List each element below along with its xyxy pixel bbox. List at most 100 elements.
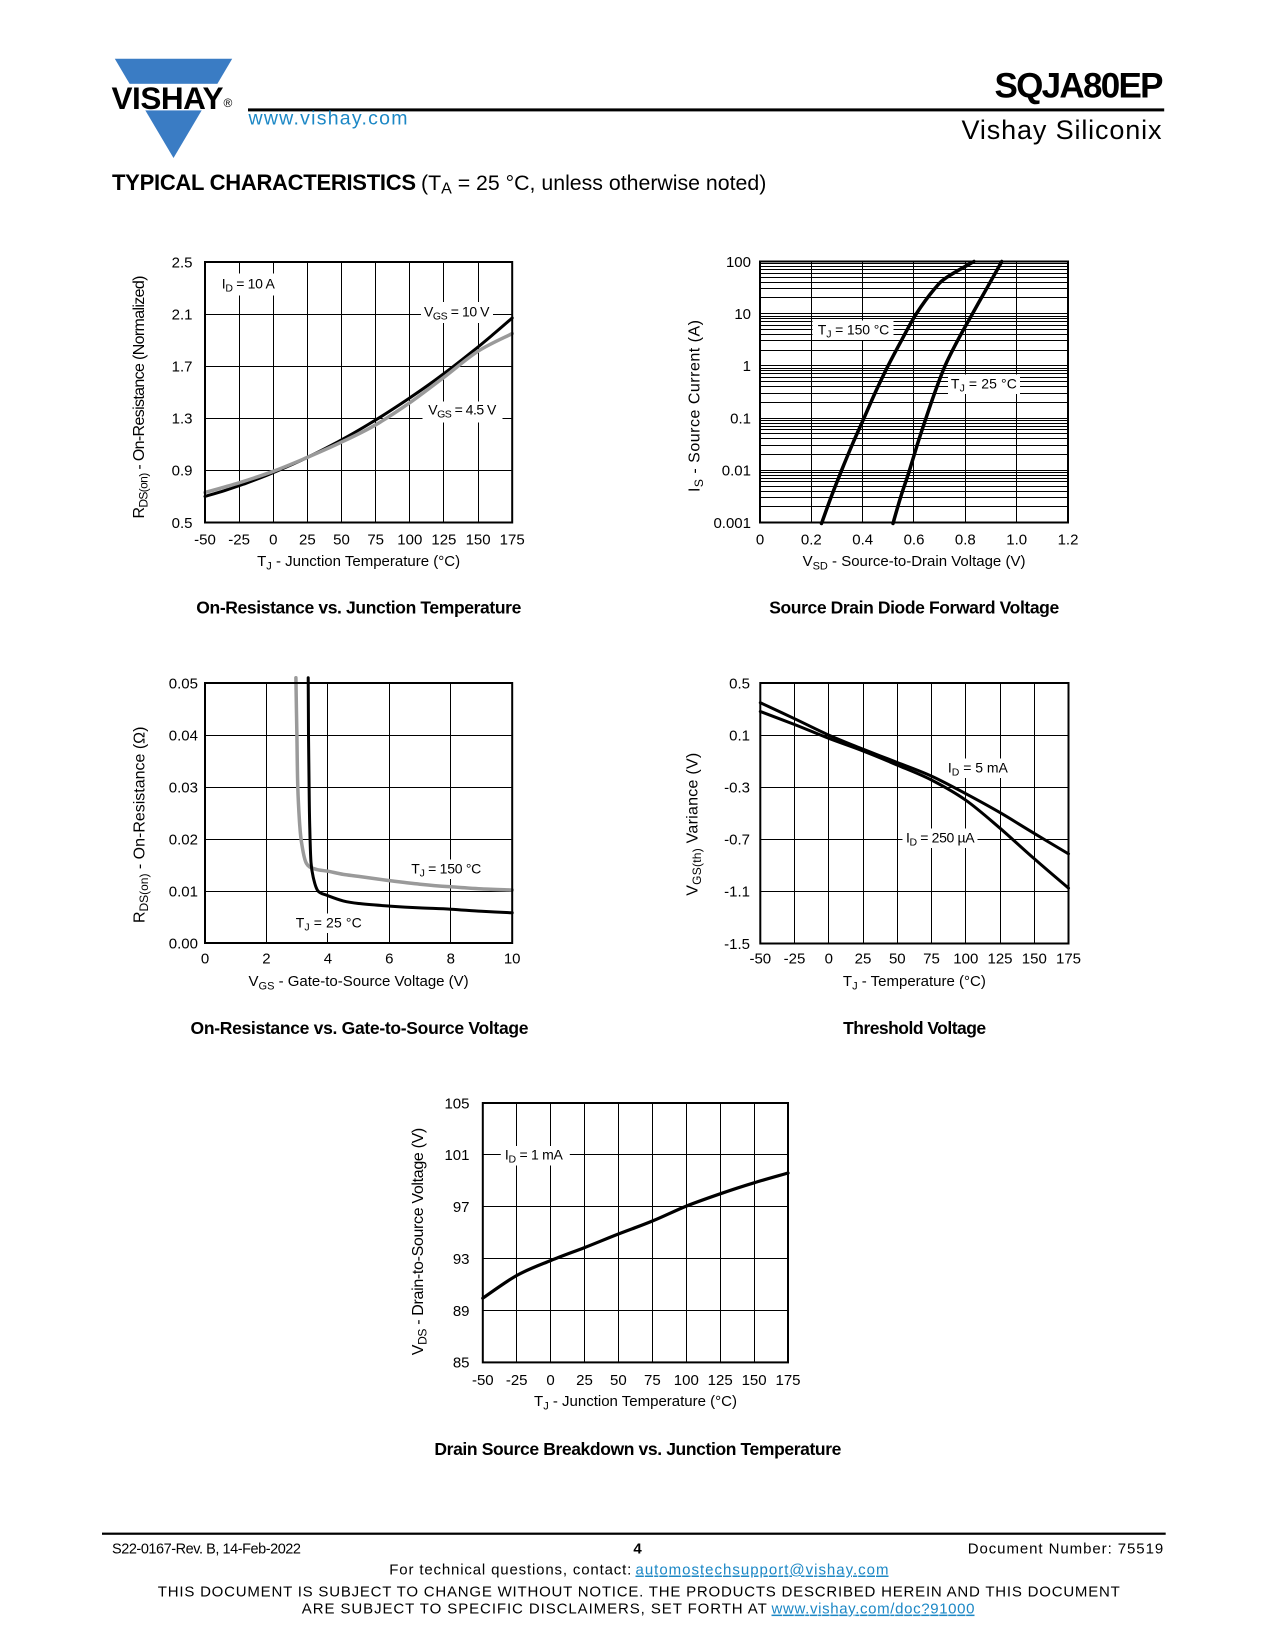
svg-text:RDS(on) - On-Resistance (Ω): RDS(on) - On-Resistance (Ω)	[132, 727, 152, 924]
svg-text:-1.1: -1.1	[724, 884, 750, 901]
svg-text:75: 75	[644, 1372, 661, 1389]
svg-text:TJ = 25 °C: TJ = 25 °C	[296, 914, 362, 933]
svg-text:TJ = 150 °C: TJ = 150 °C	[818, 321, 890, 340]
svg-text:THIS DOCUMENT IS SUBJECT TO CH: THIS DOCUMENT IS SUBJECT TO CHANGE WITHO…	[158, 1584, 1120, 1601]
svg-text:-0.3: -0.3	[724, 780, 750, 797]
svg-text:VGS - Gate-to-Source Voltage (: VGS - Gate-to-Source Voltage (V)	[249, 973, 469, 993]
svg-text:0.02: 0.02	[169, 831, 198, 848]
svg-text:0: 0	[201, 951, 209, 968]
svg-text:175: 175	[1056, 951, 1081, 968]
svg-text:VISHAY: VISHAY	[112, 80, 224, 116]
svg-text:175: 175	[775, 1372, 800, 1389]
svg-text:RDS(on) - On-Resistance (Norma: RDS(on) - On-Resistance (Normalized)	[131, 276, 151, 519]
svg-text:150: 150	[742, 1372, 767, 1389]
svg-text:TJ - Temperature (°C): TJ - Temperature (°C)	[843, 973, 986, 993]
svg-text:Source Drain Diode Forward Vol: Source Drain Diode Forward Voltage	[769, 597, 1059, 617]
svg-text:93: 93	[453, 1251, 470, 1268]
svg-text:97: 97	[453, 1199, 470, 1216]
svg-text:4: 4	[324, 951, 332, 968]
svg-text:50: 50	[333, 532, 350, 549]
svg-text:2.5: 2.5	[172, 254, 193, 271]
svg-text:S22-0167-Rev. B, 14-Feb-2022: S22-0167-Rev. B, 14-Feb-2022	[112, 1542, 301, 1558]
svg-text:0.00: 0.00	[169, 935, 198, 952]
svg-text:125: 125	[987, 951, 1012, 968]
svg-text:85: 85	[453, 1355, 470, 1372]
svg-text:150: 150	[466, 532, 491, 549]
svg-text:-25: -25	[784, 951, 806, 968]
svg-text:125: 125	[431, 532, 456, 549]
svg-text:1: 1	[743, 358, 751, 375]
svg-text:On-Resistance vs. Gate-to-Sour: On-Resistance vs. Gate-to-Source Voltage	[191, 1018, 529, 1038]
svg-text:2.1: 2.1	[172, 306, 193, 323]
svg-text:10: 10	[504, 951, 521, 968]
svg-text:125: 125	[708, 1372, 733, 1389]
svg-text:0: 0	[546, 1372, 554, 1389]
svg-text:150: 150	[1022, 951, 1047, 968]
svg-text:1.7: 1.7	[172, 359, 193, 376]
svg-text:Drain Source Breakdown vs. Jun: Drain Source Breakdown vs. Junction Temp…	[434, 1439, 841, 1459]
svg-text:-50: -50	[194, 532, 216, 549]
svg-text:ID = 1 mA: ID = 1 mA	[505, 1146, 564, 1165]
svg-text:ID = 10 A: ID = 10 A	[222, 275, 276, 294]
svg-text:0.4: 0.4	[852, 532, 873, 549]
svg-text:www.vishay.com: www.vishay.com	[248, 108, 408, 130]
svg-text:1.3: 1.3	[172, 411, 193, 428]
svg-text:0.1: 0.1	[730, 410, 751, 427]
svg-text:50: 50	[889, 951, 906, 968]
svg-text:25: 25	[576, 1372, 593, 1389]
svg-text:-25: -25	[506, 1372, 528, 1389]
svg-text:TJ - Junction Temperature (°C): TJ - Junction Temperature (°C)	[257, 553, 460, 573]
svg-text:75: 75	[367, 532, 384, 549]
svg-text:-0.7: -0.7	[724, 832, 750, 849]
svg-text:IS - Source Current (A): IS - Source Current (A)	[687, 320, 707, 492]
svg-text:TJ = 25 °C: TJ = 25 °C	[951, 376, 1017, 395]
svg-text:automostechsupport@vishay.com: automostechsupport@vishay.com	[636, 1562, 889, 1579]
svg-text:100: 100	[397, 532, 422, 549]
svg-text:0.6: 0.6	[904, 532, 925, 549]
svg-text:0.01: 0.01	[722, 463, 751, 480]
svg-text:2: 2	[262, 951, 270, 968]
svg-text:0: 0	[825, 951, 833, 968]
svg-text:ARE SUBJECT TO SPECIFIC DISCLA: ARE SUBJECT TO SPECIFIC DISCLAIMERS, SET…	[302, 1601, 767, 1618]
svg-text:89: 89	[453, 1303, 470, 1320]
svg-text:0: 0	[269, 532, 277, 549]
svg-text:TJ = 150 °C: TJ = 150 °C	[411, 861, 481, 880]
svg-text:SQJA80EP: SQJA80EP	[995, 67, 1164, 106]
svg-text:(TA = 25 °C, unless otherwise: (TA = 25 °C, unless otherwise noted)	[421, 171, 766, 198]
svg-text:VSD - Source-to-Drain Voltage: VSD - Source-to-Drain Voltage (V)	[803, 553, 1026, 573]
svg-text:101: 101	[444, 1147, 469, 1164]
svg-text:TJ - Junction Temperature (°C): TJ - Junction Temperature (°C)	[534, 1393, 737, 1413]
svg-text:Threshold Voltage: Threshold Voltage	[843, 1018, 986, 1038]
svg-text:0.5: 0.5	[172, 515, 193, 532]
svg-text:VGS(th) Variance (V): VGS(th) Variance (V)	[685, 753, 705, 896]
svg-text:25: 25	[299, 532, 316, 549]
svg-text:50: 50	[610, 1372, 627, 1389]
svg-text:-50: -50	[472, 1372, 494, 1389]
svg-text:TYPICAL CHARACTERISTICS: TYPICAL CHARACTERISTICS	[112, 170, 416, 195]
svg-text:0.1: 0.1	[729, 727, 750, 744]
svg-text:0.9: 0.9	[172, 463, 193, 480]
svg-text:0.01: 0.01	[169, 883, 198, 900]
svg-text:25: 25	[855, 951, 872, 968]
svg-text:For technical questions, conta: For technical questions, contact:	[389, 1562, 631, 1579]
svg-text:0.8: 0.8	[955, 532, 976, 549]
svg-text:8: 8	[447, 951, 455, 968]
svg-text:®: ®	[224, 96, 233, 110]
svg-text:100: 100	[726, 254, 751, 271]
svg-text:0.5: 0.5	[729, 675, 750, 692]
svg-text:-25: -25	[228, 532, 250, 549]
svg-text:VDS - Drain-to-Source Voltage: VDS - Drain-to-Source Voltage (V)	[410, 1128, 430, 1356]
svg-text:1.0: 1.0	[1006, 532, 1027, 549]
svg-text:-1.5: -1.5	[724, 936, 750, 953]
svg-text:6: 6	[385, 951, 393, 968]
svg-text:ID = 5 mA: ID = 5 mA	[948, 760, 1009, 779]
svg-text:4: 4	[633, 1541, 642, 1558]
svg-text:Document Number: 75519: Document Number: 75519	[968, 1541, 1164, 1558]
svg-text:100: 100	[953, 951, 978, 968]
svg-text:On-Resistance vs. Junction Tem: On-Resistance vs. Junction Temperature	[196, 597, 521, 617]
svg-text:0.05: 0.05	[169, 675, 198, 692]
svg-text:0.04: 0.04	[169, 727, 198, 744]
svg-text:175: 175	[500, 532, 525, 549]
svg-text:0: 0	[756, 532, 764, 549]
svg-text:www.vishay.com/doc?91000: www.vishay.com/doc?91000	[771, 1601, 975, 1618]
